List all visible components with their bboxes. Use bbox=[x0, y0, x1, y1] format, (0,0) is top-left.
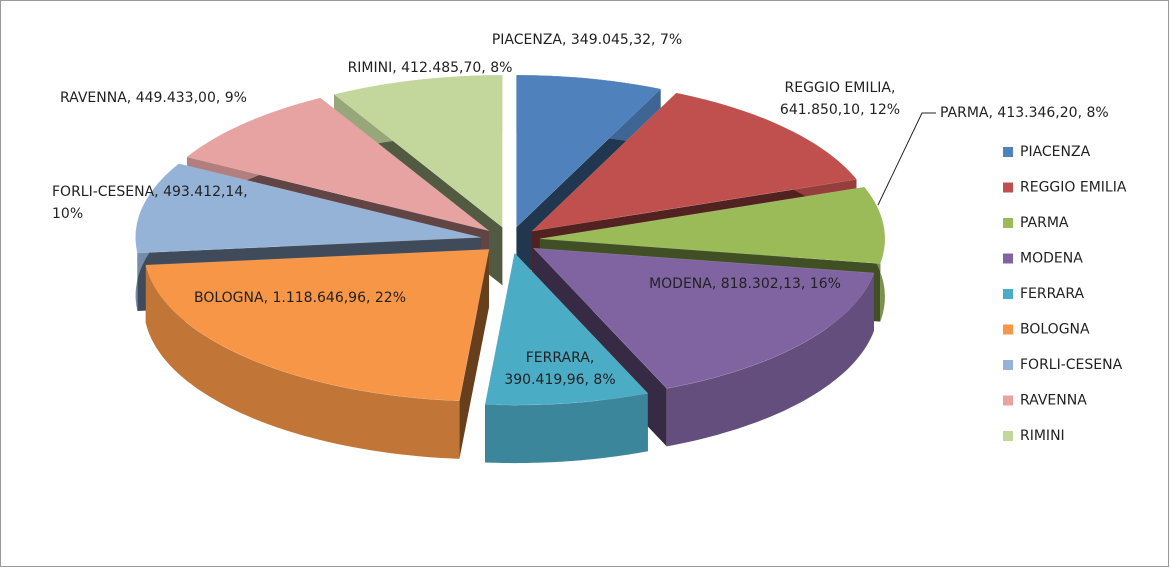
data-label-line: FERRARA, bbox=[526, 350, 595, 366]
legend-swatch bbox=[1003, 182, 1013, 193]
slice-top bbox=[516, 74, 662, 228]
legend-swatch bbox=[1003, 218, 1013, 228]
data-label-line: 10% bbox=[52, 206, 83, 222]
legend-label: BOLOGNA bbox=[1020, 322, 1090, 338]
data-label: RIMINI, 412.485,70, 8% bbox=[348, 60, 513, 76]
legend-label: FERRARA bbox=[1020, 286, 1085, 302]
leader-line bbox=[877, 112, 936, 206]
slice-top bbox=[333, 74, 503, 228]
slice-wall bbox=[145, 265, 460, 459]
data-label: BOLOGNA, 1.118.646,96, 22% bbox=[194, 290, 406, 306]
data-label: PARMA, 413.346,20, 8% bbox=[940, 105, 1109, 121]
slice-top bbox=[145, 249, 490, 402]
legend-swatch bbox=[1003, 253, 1013, 264]
legend-swatch bbox=[1003, 289, 1013, 299]
legend-label: PIACENZA bbox=[1020, 144, 1091, 160]
data-label: REGGIO EMILIA, 641.850,10, 12% bbox=[780, 80, 900, 118]
legend-label: MODENA bbox=[1020, 251, 1083, 267]
data-label-line: REGGIO EMILIA, bbox=[785, 80, 896, 96]
data-label: PIACENZA, 349.045,32, 7% bbox=[492, 32, 682, 48]
slice-top bbox=[531, 92, 857, 232]
data-label-line: FORLI-CESENA, 493.412,14, bbox=[52, 184, 248, 200]
slice-wall bbox=[666, 273, 874, 447]
legend-label: REGGIO EMILIA bbox=[1020, 180, 1127, 196]
data-label: MODENA, 818.302,13, 16% bbox=[649, 276, 841, 292]
slice-top bbox=[539, 186, 886, 264]
data-label: FORLI-CESENA, 493.412,14, 10% bbox=[52, 184, 248, 222]
legend-swatch bbox=[1003, 395, 1013, 406]
legend-swatch bbox=[1003, 324, 1013, 335]
legend-swatch bbox=[1003, 147, 1013, 157]
legend-label: PARMA bbox=[1020, 215, 1069, 231]
data-label-line: 641.850,10, 12% bbox=[780, 102, 900, 118]
slice-top bbox=[186, 97, 489, 231]
slice-top bbox=[135, 163, 481, 254]
legend-swatch bbox=[1003, 431, 1013, 441]
slice bbox=[145, 249, 490, 459]
slice-top bbox=[532, 247, 875, 389]
data-label-line: 390.419,96, 8% bbox=[504, 372, 615, 388]
legend-label: RAVENNA bbox=[1020, 393, 1087, 409]
data-label: FERRARA, 390.419,96, 8% bbox=[504, 350, 615, 388]
slice bbox=[484, 252, 649, 464]
legend-label: FORLI-CESENA bbox=[1020, 357, 1123, 373]
legend-label: RIMINI bbox=[1020, 428, 1065, 444]
legend-swatch bbox=[1003, 360, 1013, 370]
data-label-line: BOLOGNA, 1.118.646,96, 22% bbox=[194, 290, 406, 306]
slice-wall bbox=[485, 393, 648, 464]
data-label: RAVENNA, 449.433,00, 9% bbox=[60, 90, 247, 106]
slice-top bbox=[484, 252, 649, 406]
